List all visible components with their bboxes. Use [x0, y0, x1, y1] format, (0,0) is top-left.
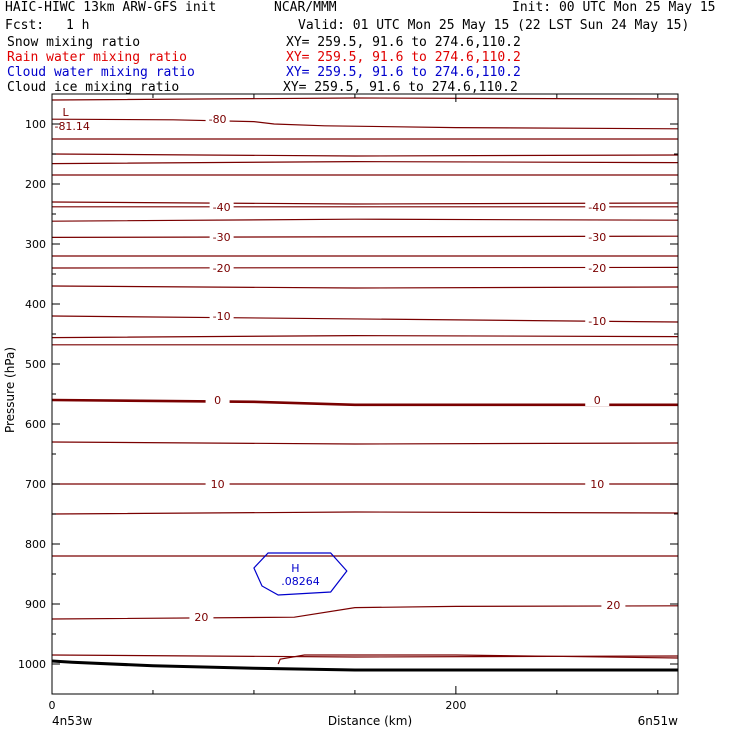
contour-line	[51, 218, 679, 222]
y-tick-label: 900	[25, 598, 46, 611]
contour-label: 0	[214, 394, 221, 407]
contour-line--80	[51, 118, 679, 130]
contour-line--10	[51, 315, 679, 323]
contour-line-20	[51, 605, 679, 620]
contour-label-bg	[205, 113, 230, 126]
minimum-value: -81.14	[54, 120, 89, 133]
y-tick-label: 1000	[18, 658, 46, 671]
fcst-value: 1 h	[66, 18, 90, 33]
field-xy-snow: XY= 259.5, 91.6 to 274.6,110.2	[286, 35, 521, 50]
contour-label-bg	[189, 611, 214, 624]
contour-label: -10	[213, 310, 231, 323]
contour-label: 20	[194, 611, 208, 624]
contour-line	[51, 153, 679, 157]
near-surface-contour	[277, 654, 679, 665]
y-tick-label: 400	[25, 298, 46, 311]
contour-labels: -80 -40 -40 -30 -30 -20 -20 -10 -10 0 0 10 10 20 20 L-8…	[54, 106, 626, 624]
left-endpoint-label: 4n53w	[52, 714, 93, 728]
contour-label-bg	[585, 262, 610, 274]
contour-line	[51, 97, 679, 101]
contour-label: -40	[213, 201, 231, 214]
contour-label-bg	[585, 200, 610, 213]
contour-line	[51, 285, 679, 289]
contour-line	[51, 334, 679, 339]
contour-line	[51, 201, 679, 205]
valid-time: Valid: 01 UTC Mon 25 May 15 (22 LST Sun …	[298, 18, 690, 33]
fcst-label: Fcst:	[5, 18, 45, 33]
y-tick-label: 200	[25, 178, 46, 191]
init-time: Init: 00 UTC Mon 25 May 15	[512, 0, 716, 15]
model-title: HAIC-HIWC 13km ARW-GFS init	[5, 0, 217, 15]
contour-line-0	[51, 398, 678, 407]
contour-line	[51, 160, 679, 165]
contour-label-bg	[209, 230, 234, 243]
org-label: NCAR/MMM	[274, 0, 337, 15]
contour-label-bg	[601, 599, 626, 612]
contour-layer	[51, 97, 679, 665]
contour-label-bg	[209, 310, 234, 322]
y-tick-label: 600	[25, 418, 46, 431]
contour-line	[51, 441, 679, 445]
contour-line--20	[51, 266, 679, 269]
contour-label-bg	[209, 200, 234, 213]
cloud-water-contour	[253, 552, 348, 596]
field-xy-cloud-ice: XY= 259.5, 91.6 to 274.6,110.2	[283, 80, 518, 95]
terrain-line	[51, 659, 678, 672]
contour-label: 20	[606, 599, 620, 612]
y-tick-label: 300	[25, 238, 46, 251]
contour-label-bg	[205, 394, 230, 406]
y-tick-label: 100	[25, 118, 46, 131]
contour-label: -20	[213, 262, 231, 275]
field-name-snow: Snow mixing ratio	[7, 35, 141, 50]
y-tick-label: 800	[25, 538, 46, 551]
contour-line	[51, 511, 679, 515]
x-tick-label: 0	[49, 699, 56, 712]
contour-label: -10	[588, 315, 606, 328]
contour-line--30	[51, 235, 679, 238]
contour-label-bg	[585, 314, 610, 327]
cloud-water-high-value: .08264	[281, 575, 320, 588]
right-endpoint-label: 6n51w	[638, 714, 679, 728]
y-tick-label: 700	[25, 478, 46, 491]
contour-label-bg	[585, 394, 610, 406]
terrain-layer	[51, 659, 678, 672]
contour-label: 0	[594, 394, 601, 407]
field-xy-cloud-water: XY= 259.5, 91.6 to 274.6,110.2	[286, 65, 521, 80]
contour-label-bg	[209, 262, 234, 274]
contour-label: -20	[588, 262, 606, 275]
field-name-rain: Rain water mixing ratio	[7, 50, 188, 65]
contour-label-bg	[205, 478, 230, 490]
contour-label: -30	[213, 231, 231, 244]
minimum-marker: L	[62, 106, 69, 119]
y-axis-title: Pressure (hPa)	[3, 347, 17, 433]
contour-label: -80	[209, 113, 227, 126]
contour-label: -30	[588, 231, 606, 244]
x-axis-title: Distance (km)	[328, 714, 412, 728]
field-xy-rain: XY= 259.5, 91.6 to 274.6,110.2	[286, 50, 521, 65]
field-name-cloud-water: Cloud water mixing ratio	[7, 65, 195, 80]
cloud-water-layer: H.08264	[253, 552, 348, 596]
contour-label: 10	[211, 478, 225, 491]
y-tick-label: 500	[25, 358, 46, 371]
contour-label-bg	[585, 478, 610, 490]
field-name-cloud-ice: Cloud ice mixing ratio	[7, 80, 180, 95]
plot-frame	[51, 93, 679, 695]
x-tick-label: 200	[445, 699, 466, 712]
cloud-water-high-marker: H	[291, 562, 299, 575]
contour-label: -40	[588, 201, 606, 214]
contour-label-bg	[585, 230, 610, 243]
contour-label: 10	[590, 478, 604, 491]
